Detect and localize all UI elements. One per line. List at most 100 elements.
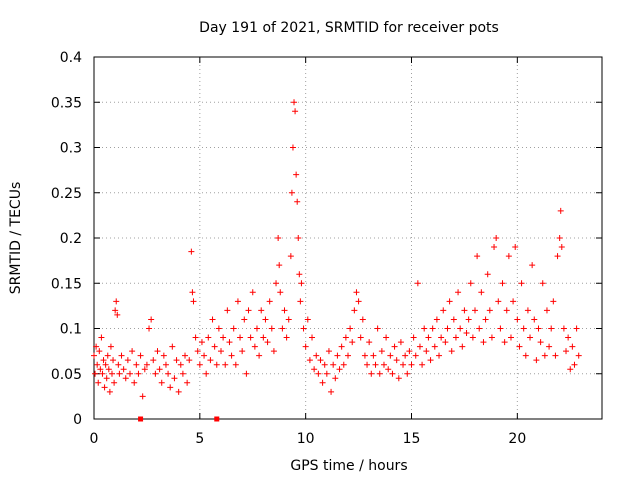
data-point	[497, 325, 504, 332]
data-point	[146, 325, 153, 332]
data-point	[304, 316, 311, 323]
data-point	[395, 375, 402, 382]
data-point	[387, 352, 394, 359]
data-point	[116, 370, 123, 377]
data-point	[446, 298, 453, 305]
data-point	[414, 280, 421, 287]
data-point	[558, 244, 565, 251]
data-point	[529, 262, 536, 269]
data-point	[169, 343, 176, 350]
data-point	[264, 339, 271, 346]
data-point	[520, 325, 527, 332]
y-tick-label: 0.15	[51, 276, 82, 292]
data-point	[228, 352, 235, 359]
data-point	[452, 334, 459, 341]
data-point	[340, 361, 347, 368]
data-point	[370, 352, 377, 359]
data-point	[175, 388, 182, 395]
data-point	[105, 366, 112, 373]
data-point	[438, 334, 445, 341]
data-point	[189, 289, 196, 296]
data-point	[270, 348, 277, 355]
data-point	[512, 244, 519, 251]
data-point	[557, 207, 564, 214]
data-point	[400, 361, 407, 368]
data-point	[177, 361, 184, 368]
data-point	[552, 352, 559, 359]
data-point	[158, 379, 165, 386]
data-point	[457, 325, 464, 332]
data-point	[91, 352, 97, 359]
data-point	[404, 370, 411, 377]
data-point	[148, 316, 155, 323]
data-point	[317, 357, 324, 364]
data-point	[281, 307, 288, 314]
data-point	[488, 334, 495, 341]
data-point	[493, 235, 500, 241]
data-point	[491, 244, 498, 251]
data-point	[531, 316, 538, 323]
data-point	[100, 357, 107, 364]
data-point	[368, 370, 375, 377]
data-point	[232, 361, 239, 368]
data-point	[391, 343, 398, 350]
data-point	[524, 307, 531, 314]
data-point	[444, 325, 451, 332]
data-point	[383, 334, 390, 341]
data-point	[165, 370, 172, 377]
data-point	[556, 235, 563, 241]
data-point	[224, 307, 231, 314]
data-point	[110, 357, 117, 364]
data-point	[106, 388, 113, 395]
data-point	[196, 361, 203, 368]
data-point	[135, 370, 142, 377]
data-point	[220, 334, 227, 341]
data-point	[129, 348, 136, 355]
data-point	[94, 361, 101, 368]
data-point	[484, 271, 491, 278]
data-point	[309, 334, 316, 341]
data-point	[543, 307, 550, 314]
data-point	[503, 307, 510, 314]
data-point	[345, 352, 351, 359]
data-point	[336, 366, 343, 373]
data-point	[287, 253, 294, 260]
data-point	[289, 144, 296, 151]
data-point	[108, 370, 115, 377]
data-point	[427, 357, 434, 364]
data-point	[338, 343, 345, 350]
data-point	[96, 348, 103, 355]
data-point	[156, 366, 163, 373]
data-point	[472, 307, 478, 314]
data-point	[192, 334, 199, 341]
data-point	[389, 370, 396, 377]
data-point	[245, 307, 252, 314]
data-point	[510, 298, 517, 305]
data-point	[160, 352, 167, 359]
data-point	[120, 366, 127, 373]
data-point	[522, 352, 529, 359]
data-point	[349, 339, 356, 346]
data-point	[323, 370, 330, 377]
y-tick-label: 0.4	[60, 50, 82, 66]
data-point	[467, 280, 474, 287]
data-point	[516, 343, 523, 350]
data-point	[560, 325, 567, 332]
data-point	[571, 361, 578, 368]
data-point	[186, 357, 193, 364]
data-point	[300, 325, 307, 332]
data-point	[107, 343, 114, 350]
x-axis-label: GPS time / hours	[290, 458, 407, 474]
data-point	[482, 316, 489, 323]
data-point	[122, 375, 129, 382]
data-point	[285, 316, 292, 323]
y-tick-labels: 0 0.05 0.1 0.15 0.2 0.25 0.3 0.35 0.4	[51, 50, 82, 428]
data-point	[239, 348, 246, 355]
data-point	[355, 298, 362, 305]
data-point	[95, 379, 102, 386]
data-point	[412, 352, 419, 359]
data-point	[234, 298, 241, 305]
data-point	[218, 348, 224, 355]
data-point	[505, 253, 512, 260]
